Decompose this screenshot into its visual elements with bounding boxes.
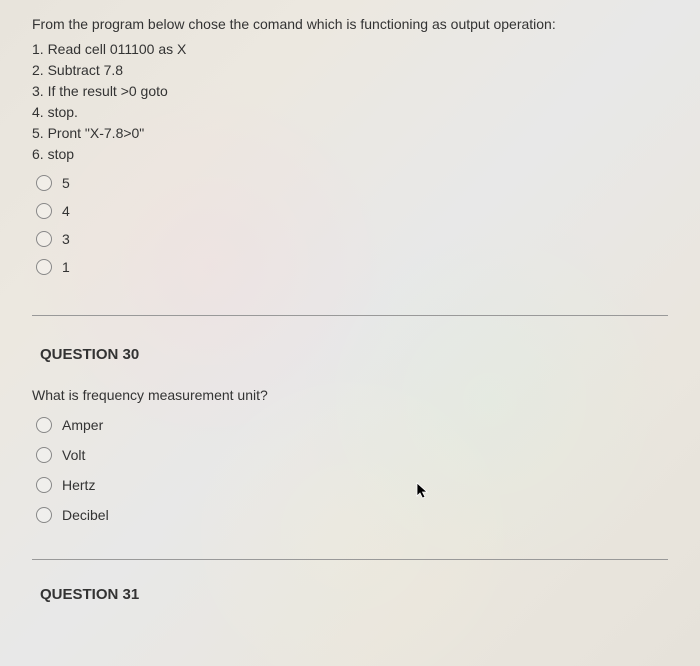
question-2-block: QUESTION 30 What is frequency measuremen… bbox=[32, 346, 668, 523]
question-1-block: From the program below chose the comand … bbox=[32, 14, 668, 275]
program-line: 3. If the result >0 goto bbox=[32, 81, 668, 102]
radio-icon bbox=[36, 231, 52, 247]
program-line: 2. Subtract 7.8 bbox=[32, 60, 668, 81]
program-line: 4. stop. bbox=[32, 102, 668, 123]
option-4[interactable]: 4 bbox=[36, 203, 668, 219]
option-label: 1 bbox=[62, 259, 70, 275]
option-label: 5 bbox=[62, 175, 70, 191]
divider bbox=[32, 315, 668, 316]
option-hertz[interactable]: Hertz bbox=[36, 477, 668, 493]
option-amper[interactable]: Amper bbox=[36, 417, 668, 433]
question-1-prompt: From the program below chose the comand … bbox=[32, 14, 668, 35]
option-label: Hertz bbox=[62, 477, 95, 493]
quiz-content: From the program below chose the comand … bbox=[0, 0, 700, 603]
question-3-block: QUESTION 31 bbox=[32, 586, 668, 603]
option-5[interactable]: 5 bbox=[36, 175, 668, 191]
option-label: Decibel bbox=[62, 507, 109, 523]
question-30-prompt: What is frequency measurement unit? bbox=[32, 387, 668, 403]
radio-icon bbox=[36, 417, 52, 433]
program-line: 6. stop bbox=[32, 144, 668, 165]
program-line: 1. Read cell 011100 as X bbox=[32, 39, 668, 60]
radio-icon bbox=[36, 507, 52, 523]
program-line: 5. Pront "X-7.8>0" bbox=[32, 123, 668, 144]
question-30-options: Amper Volt Hertz Decibel bbox=[36, 417, 668, 523]
option-volt[interactable]: Volt bbox=[36, 447, 668, 463]
option-label: Volt bbox=[62, 447, 85, 463]
radio-icon bbox=[36, 447, 52, 463]
option-label: 4 bbox=[62, 203, 70, 219]
question-30-heading: QUESTION 30 bbox=[40, 346, 668, 363]
question-31-heading: QUESTION 31 bbox=[40, 586, 668, 603]
question-1-options: 5 4 3 1 bbox=[36, 175, 668, 275]
option-3[interactable]: 3 bbox=[36, 231, 668, 247]
option-label: Amper bbox=[62, 417, 103, 433]
radio-icon bbox=[36, 259, 52, 275]
radio-icon bbox=[36, 175, 52, 191]
option-decibel[interactable]: Decibel bbox=[36, 507, 668, 523]
option-label: 3 bbox=[62, 231, 70, 247]
radio-icon bbox=[36, 203, 52, 219]
radio-icon bbox=[36, 477, 52, 493]
option-1[interactable]: 1 bbox=[36, 259, 668, 275]
divider bbox=[32, 559, 668, 560]
